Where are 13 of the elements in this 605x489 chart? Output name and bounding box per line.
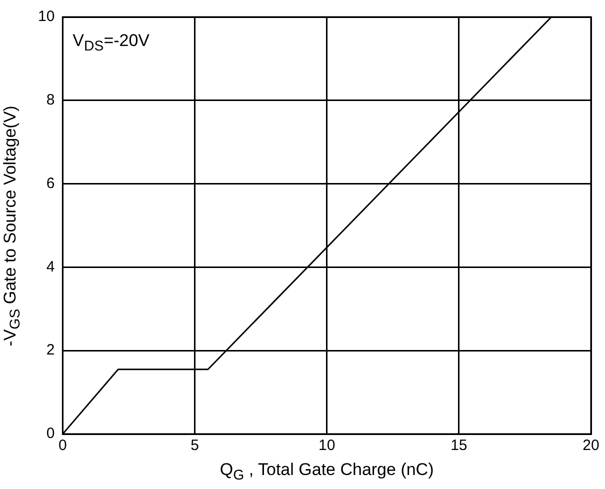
y-tick-label: 10 bbox=[38, 8, 55, 26]
x-tick-label: 5 bbox=[190, 437, 199, 454]
x-tick-label: 20 bbox=[582, 437, 600, 454]
y-tick-label: 6 bbox=[46, 174, 55, 192]
x-axis-title: Q$_{G}$ , Total Gate Charge (nC) bbox=[218, 460, 435, 484]
y-tick-label: 2 bbox=[46, 342, 55, 359]
x-tick-label: 0 bbox=[58, 437, 67, 454]
x-tick-label: 10 bbox=[318, 437, 336, 454]
y-tick-label: 0 bbox=[46, 425, 55, 442]
y-tick-label: 4 bbox=[46, 258, 55, 276]
x-tick-label: 15 bbox=[450, 437, 468, 454]
y-tick-label: 8 bbox=[46, 92, 55, 109]
annotation: V$_{DS}$=-20V bbox=[72, 31, 150, 54]
